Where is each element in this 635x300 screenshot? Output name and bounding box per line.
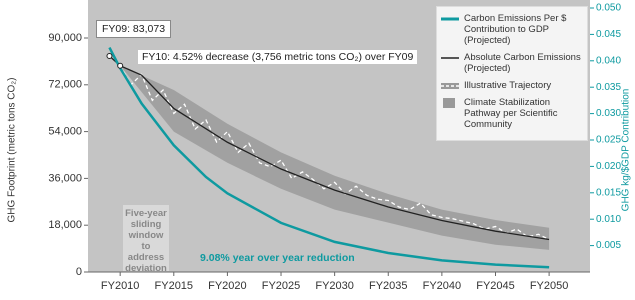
legend-item: Climate Stabilization Pathway per Scient… xyxy=(441,97,583,130)
y2-tick-label: 0.025 xyxy=(596,135,621,146)
y-tick-label: 90,000 xyxy=(48,32,82,44)
x-tick-label: FY2050 xyxy=(530,280,569,292)
legend-swatch-box xyxy=(443,98,455,108)
x-tick-label: FY2045 xyxy=(476,280,515,292)
y-tick-label: 18,000 xyxy=(48,219,82,231)
legend-swatch xyxy=(441,57,459,59)
legend-swatch xyxy=(443,98,455,108)
point xyxy=(117,62,124,69)
y2-tick-label: 0.050 xyxy=(596,3,621,14)
line xyxy=(108,47,550,269)
y2-tick-label: 0.005 xyxy=(596,240,621,251)
legend-label: Absolute Carbon Emissions (Projected) xyxy=(464,52,581,74)
y-tick-label: 36,000 xyxy=(48,172,82,184)
legend: Carbon Emissions Per $ Contribution to G… xyxy=(436,6,588,141)
point xyxy=(106,53,113,60)
y2-tick-label: 0.030 xyxy=(596,108,621,119)
legend-label: Carbon Emissions Per $ Contribution to G… xyxy=(464,13,567,46)
y2-tick-label: 0.015 xyxy=(596,187,621,198)
y-tick-label: 72,000 xyxy=(48,79,82,91)
y2-tick-label: 0.035 xyxy=(596,82,621,93)
legend-item: Absolute Carbon Emissions (Projected) xyxy=(441,52,583,74)
annotation: 9.08% year over year reduction xyxy=(200,252,355,264)
band xyxy=(120,65,550,250)
x-tick-label: FY2035 xyxy=(369,280,408,292)
y2-axis-label: GHG kg/$GDP Contribution xyxy=(621,89,632,212)
legend-item: Carbon Emissions Per $ Contribution to G… xyxy=(441,13,583,46)
annotation: Five-year sliding window to address devi… xyxy=(125,208,167,274)
x-tick-label: FY2025 xyxy=(262,280,301,292)
window-box xyxy=(123,205,169,271)
y-axis-label: GHG Footprint (metric tons CO₂) xyxy=(7,77,18,222)
annotation: FY09: 83,073 xyxy=(96,20,172,38)
line xyxy=(109,55,550,241)
y2-tick-label: 0.045 xyxy=(596,29,621,40)
x-tick-label: FY2010 xyxy=(101,280,140,292)
y2-tick-label: 0.040 xyxy=(596,55,621,66)
line xyxy=(109,55,550,241)
legend-swatch xyxy=(441,17,459,21)
x-tick-label: FY2030 xyxy=(315,280,354,292)
y-tick-label: 54,000 xyxy=(48,126,82,138)
legend-swatch-bg xyxy=(441,83,459,89)
legend-label: Illustrative Trajectory xyxy=(464,80,552,91)
legend-label: Climate Stabilization Pathway per Scient… xyxy=(464,97,558,130)
y2-tick-label: 0.020 xyxy=(596,161,621,172)
x-tick-label: FY2015 xyxy=(155,280,194,292)
x-tick-label: FY2040 xyxy=(423,280,462,292)
x-tick-label: FY2020 xyxy=(208,280,247,292)
legend-item: Illustrative Trajectory xyxy=(441,80,583,91)
y-tick-label: 0 xyxy=(76,266,82,278)
legend-swatch xyxy=(441,83,459,89)
annotation: FY10: 4.52% decrease (3,756 metric tons … xyxy=(138,50,418,64)
y2-tick-label: 0.010 xyxy=(596,214,621,225)
